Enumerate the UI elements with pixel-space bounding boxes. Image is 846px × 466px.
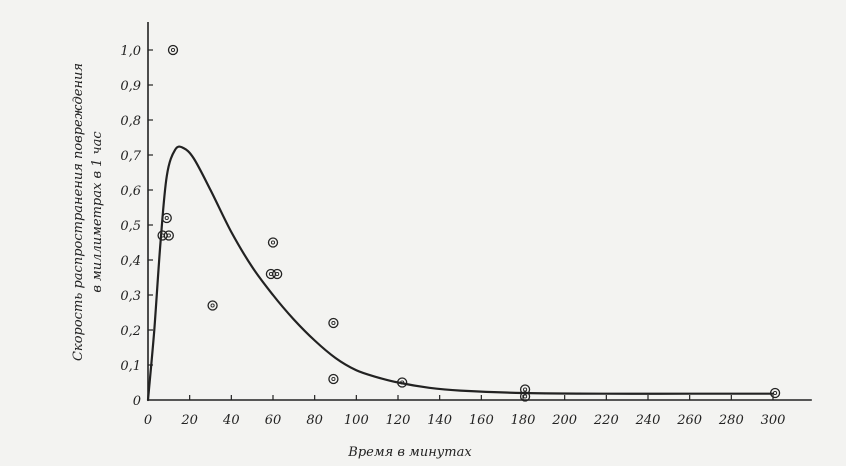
y-tick-label: 0,8 xyxy=(120,114,141,129)
data-point-center xyxy=(210,303,215,308)
data-point-center xyxy=(523,394,528,399)
data-point-center xyxy=(400,380,405,385)
x-tick-label: 160 xyxy=(469,413,494,428)
x-tick-label: 20 xyxy=(180,413,198,428)
y-axis-title-line-1: Скорость распространения повреждения xyxy=(71,63,86,361)
x-tick-label: 280 xyxy=(718,413,744,428)
y-tick-label: 0,6 xyxy=(120,184,141,199)
y-tick-label: 0,4 xyxy=(120,254,141,269)
data-point-ring xyxy=(167,44,179,56)
x-axis-title: Время в минутах xyxy=(347,445,472,460)
y-tick-label: 0,2 xyxy=(120,324,141,339)
data-point xyxy=(769,387,781,399)
fitted-curve xyxy=(146,145,775,402)
data-point-ring xyxy=(328,373,339,385)
data-point-ring xyxy=(272,268,283,280)
data-point xyxy=(328,373,339,385)
x-tick-label: 60 xyxy=(265,413,282,428)
data-point xyxy=(207,300,218,311)
x-tick-label: 0 xyxy=(144,413,152,428)
data-point-center xyxy=(164,215,169,221)
y-origin-label: 0 xyxy=(133,394,141,409)
data-point-ring xyxy=(328,317,339,329)
y-tick-label: 0,7 xyxy=(120,149,141,164)
data-point xyxy=(328,317,339,329)
data-point xyxy=(167,44,179,56)
data-point-center xyxy=(331,320,336,326)
data-point-center xyxy=(523,387,528,392)
data-point-center xyxy=(331,376,336,382)
x-tick-label: 260 xyxy=(676,413,702,428)
data-point-ring xyxy=(519,384,531,395)
y-tick-label: 0,1 xyxy=(120,359,141,374)
data-point xyxy=(161,212,172,224)
data-points-layer xyxy=(157,44,781,402)
data-point-ring xyxy=(207,300,218,311)
x-tick-label: 300 xyxy=(761,413,786,428)
x-tick-label: 80 xyxy=(306,413,323,428)
data-point-ring xyxy=(161,212,172,224)
data-point-ring xyxy=(519,391,531,402)
x-tick-label: 140 xyxy=(427,413,452,428)
y-tick-label: 1,0 xyxy=(120,44,141,59)
data-point-ring xyxy=(769,387,781,399)
x-tick-label: 180 xyxy=(511,413,536,428)
x-tick-label: 240 xyxy=(635,413,661,428)
data-point-center xyxy=(166,233,171,238)
data-point xyxy=(397,377,408,388)
data-point-center xyxy=(270,240,276,245)
x-tick-label: 200 xyxy=(551,413,577,428)
data-point-ring xyxy=(397,377,408,388)
y-tick-label: 0,9 xyxy=(120,79,141,94)
data-point-ring xyxy=(163,230,174,241)
tick-labels-layer: 0 20 40 60 80 100 120 140 160 180 200 220 240 260 280 3… xyxy=(120,44,785,428)
x-tick-label: 120 xyxy=(386,413,411,428)
chart-axes xyxy=(147,22,812,401)
data-point xyxy=(272,268,283,280)
data-point xyxy=(519,384,531,395)
y-tick-label: 0,5 xyxy=(120,219,141,234)
fitted-curve-layer xyxy=(146,145,775,402)
x-tick-label: 100 xyxy=(344,413,369,428)
y-axis-title-line-2: в миллиметрах в 1 час xyxy=(90,131,105,293)
x-tick-label: 220 xyxy=(593,413,619,428)
y-tick-label: 0,3 xyxy=(120,289,141,304)
data-point-ring xyxy=(267,237,279,248)
data-point xyxy=(267,237,279,248)
data-point xyxy=(519,391,531,402)
x-tick-label: 40 xyxy=(222,413,240,428)
data-point-center xyxy=(773,390,778,396)
data-point xyxy=(163,230,174,241)
data-point-center xyxy=(275,271,280,277)
data-point-center xyxy=(170,47,176,53)
